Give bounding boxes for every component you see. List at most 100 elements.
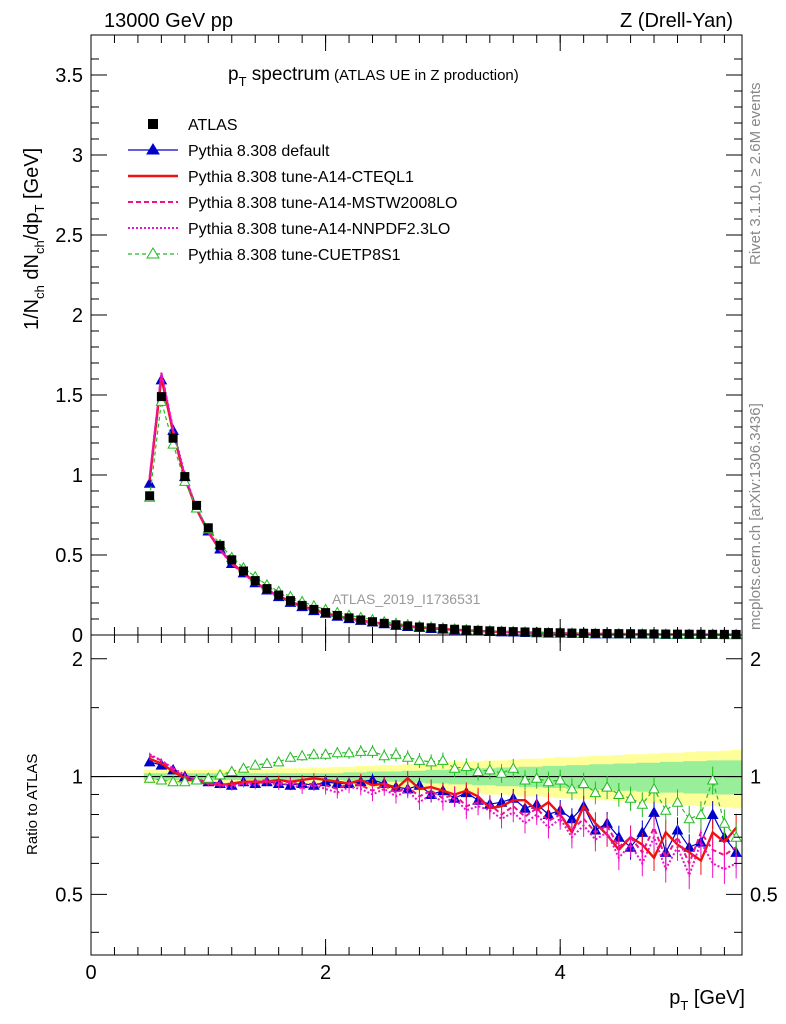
ratio-y-axis-label: Ratio to ATLAS [24, 754, 41, 855]
legend-item-3: Pythia 8.308 tune-A14-MSTW2008LO [128, 195, 457, 212]
series-marker-ratio-5 [659, 804, 672, 815]
y-tick-label: 0 [72, 625, 83, 647]
data-point [731, 629, 741, 639]
data-point [203, 523, 213, 533]
data-point [473, 625, 483, 635]
legend-label: Pythia 8.308 tune-A14-NNPDF2.3LO [188, 221, 450, 238]
data-point [684, 629, 694, 639]
legend-label: Pythia 8.308 default [188, 143, 330, 160]
y-tick-label: 1.5 [55, 385, 83, 407]
ratio-tick-label: 2 [72, 649, 83, 671]
data-point [238, 566, 248, 576]
x-axis-label: pT [GeV] [669, 987, 745, 1013]
data-point [403, 621, 413, 631]
data-point [192, 500, 202, 510]
legend-label: ATLAS [188, 117, 238, 134]
y-tick-label: 1 [72, 465, 83, 487]
series-marker-ratio-5 [272, 755, 285, 767]
series-marker-ratio-5 [495, 767, 508, 778]
data-point [274, 590, 284, 600]
series-marker-ratio-5 [202, 772, 215, 783]
series-marker-ratio-1 [143, 755, 156, 767]
series-marker-ratio-5 [225, 765, 238, 777]
series-marker-ratio-5 [413, 754, 426, 765]
y-tick-label: 3 [72, 145, 83, 167]
data-point [708, 629, 718, 639]
series-marker-ratio-5 [695, 808, 707, 819]
series-marker-ratio-5 [530, 772, 543, 783]
series-marker-ratio-5 [190, 773, 203, 785]
series-marker-ratio-5 [636, 798, 649, 809]
series-marker-ratio-5 [448, 762, 461, 773]
series-marker-ratio-5 [366, 745, 379, 756]
series-marker-ratio-5 [143, 772, 156, 783]
side-text-bottom: mcplots.cern.ch [arXiv:1306.3436] [747, 403, 764, 630]
y-tick-label: 0.5 [55, 545, 83, 567]
series-marker-ratio-5 [237, 762, 250, 773]
legend-item-5: Pythia 8.308 tune-CUETP8S1 [128, 247, 401, 264]
series-marker-ratio-5 [601, 781, 613, 792]
x-tick-label: 2 [320, 962, 331, 984]
ratio-tick-label: 0.5 [55, 884, 83, 906]
legend-square-icon [148, 119, 158, 129]
series-marker-ratio-5 [554, 773, 567, 785]
plot-title: pT spectrum (ATLAS UE in Z production) [228, 64, 519, 89]
data-point [567, 628, 577, 638]
data-point [332, 610, 342, 620]
data-point [356, 615, 366, 625]
data-point [145, 491, 155, 501]
series-marker-ratio-5 [507, 762, 520, 773]
data-point [543, 628, 553, 638]
series-marker-ratio-1 [706, 808, 719, 819]
series-marker-ratio-5 [683, 812, 696, 824]
side-text-top: Rivet 3.1.10, ≥ 2.6M events [747, 83, 764, 266]
ratio-frame [90, 634, 743, 956]
legend-label: Pythia 8.308 tune-A14-CTEQL1 [188, 169, 414, 186]
series-marker-ratio-5 [671, 796, 684, 807]
series-marker-ratio-5 [155, 773, 168, 785]
series-marker-ratio-5 [331, 746, 344, 758]
legend-label: Pythia 8.308 tune-A14-MSTW2008LO [188, 195, 457, 212]
series-marker-ratio-5 [296, 749, 308, 761]
y-axis-label: 1/Nch dNch/dpT [GeV] [21, 148, 47, 330]
legend-item-1: Pythia 8.308 default [128, 143, 330, 160]
series-marker-ratio-5 [425, 755, 438, 767]
series-marker-ratio-5 [261, 757, 273, 768]
data-point [344, 613, 354, 623]
series-marker-ratio-5 [390, 748, 402, 759]
data-point [614, 629, 624, 639]
ratio-tick-label-right: 0.5 [750, 884, 778, 906]
data-point [285, 596, 295, 606]
data-point [168, 433, 178, 443]
series-marker-ratio-5 [706, 773, 719, 785]
data-point [520, 627, 530, 637]
ratio-tick-label-right: 1 [750, 767, 761, 789]
series-line-ratio-4 [149, 753, 737, 878]
series-marker-ratio-5 [624, 792, 637, 803]
y-tick-label: 3.5 [55, 65, 83, 87]
data-point [368, 617, 378, 627]
header-left: 13000 GeV pp [104, 10, 233, 32]
data-point [391, 620, 401, 630]
series-marker-ratio-5 [460, 760, 473, 772]
legend: ATLAS Pythia 8.308 default Pythia 8.308 tu… [128, 117, 457, 264]
data-point [156, 392, 166, 402]
band-stat-uncertainty [143, 760, 743, 795]
series-marker-ratio-5 [249, 759, 262, 770]
data-point [426, 623, 436, 633]
main-panel: 0 0.5 1 1.5 2 2.5 3 3.5 [55, 34, 743, 647]
data-point [321, 608, 331, 618]
legend-triangle-icon [146, 247, 160, 259]
y-tick-label: 2.5 [55, 225, 83, 247]
x-tick-label: 4 [555, 962, 566, 984]
data-point [250, 576, 260, 586]
series-marker-ratio-5 [437, 754, 449, 765]
series-marker-ratio-5 [354, 745, 367, 756]
legend-label: Pythia 8.308 tune-CUETP8S1 [188, 247, 401, 264]
series-marker-ratio-5 [542, 775, 555, 787]
data-point [590, 628, 600, 638]
series-marker-ratio-5 [648, 782, 660, 794]
series-marker-ratio-5 [718, 817, 731, 828]
legend-item-4: Pythia 8.308 tune-A14-NNPDF2.3LO [128, 221, 450, 238]
